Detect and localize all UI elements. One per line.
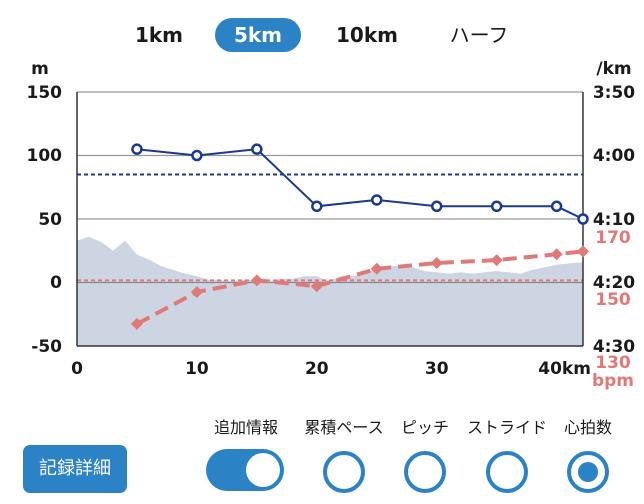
right-tick-350: 3:50: [593, 83, 635, 103]
heart-rate-point-6: [490, 254, 503, 267]
pace-point-8: [577, 213, 589, 225]
pace-point-7: [550, 200, 563, 213]
left-tick-0: 0: [50, 273, 62, 293]
right-tick-420: 4:20: [593, 273, 635, 293]
pace-point-5: [430, 200, 443, 213]
heart-rate-point-8: [577, 245, 589, 258]
option-label-stride: ストライド: [466, 418, 548, 437]
x-tick-20: 20: [305, 359, 329, 379]
pace-point-3: [311, 200, 323, 213]
left-tick-150: 150: [27, 83, 63, 103]
x-tick-40: 40km: [538, 359, 591, 379]
tab-5km[interactable]: 5km: [215, 18, 301, 52]
x-axis-ticks: 0 10 20 30 40km: [71, 359, 591, 379]
right-tick-410: 4:10: [593, 210, 635, 230]
heart-rate-point-4: [370, 262, 383, 275]
hr-unit: bpm: [592, 371, 634, 391]
heart-rate-point-5: [430, 257, 443, 269]
elevation-area: [77, 236, 583, 346]
heart-rate-point-1: [190, 286, 203, 298]
heart-rate-points: [130, 245, 589, 330]
option-label-cumulative-pace: 累積ペース: [304, 418, 384, 437]
left-tick-50: 50: [38, 210, 62, 230]
heart-rate-point-7: [550, 248, 563, 261]
pace-point-4: [371, 194, 383, 206]
heart-rate-point-3: [310, 280, 323, 293]
hr-label-130: 130: [595, 353, 631, 373]
right-tick-430: 4:30: [593, 337, 635, 357]
pace-point-0: [131, 143, 143, 155]
pace-point-2: [251, 143, 263, 155]
x-tick-10: 10: [185, 359, 209, 379]
hr-label-150: 150: [595, 290, 631, 310]
toggle-knob: [246, 453, 280, 487]
option-label-heart-rate: 心拍数: [563, 418, 613, 437]
left-tick-100: 100: [27, 146, 63, 166]
option-label-extra-info: 追加情報: [213, 418, 279, 437]
left-axis-unit: m: [31, 59, 49, 79]
display-options: 追加情報 累積ペース ピッチ ストライド 心拍数 記録詳細: [0, 408, 644, 498]
cumulative-pace-radio[interactable]: [323, 451, 365, 493]
tab-1km[interactable]: 1km: [134, 23, 184, 47]
pace-line: [136, 148, 584, 220]
pace-point-1: [191, 149, 203, 162]
heart-rate-point-2: [250, 274, 263, 287]
x-tick-30: 30: [425, 359, 449, 379]
heart-rate-line: [136, 249, 584, 326]
heart-rate-radio-selected-dot: [578, 462, 598, 482]
option-label-pitch: ピッチ: [400, 418, 450, 437]
x-tick-0: 0: [71, 359, 83, 379]
pitch-radio[interactable]: [404, 451, 446, 493]
grid-lines: [77, 91, 583, 284]
left-tick-minus50: -50: [31, 337, 62, 357]
distance-tabs: 1km 5km 10km ハーフ: [0, 18, 644, 54]
hr-label-170: 170: [595, 228, 631, 248]
right-tick-400: 4:00: [593, 146, 635, 166]
stride-radio[interactable]: [486, 451, 528, 493]
split-chart: m /km 150 100 50 0 -50 3:50 4:00 4:10 4:…: [27, 59, 636, 391]
heart-rate-radio[interactable]: [567, 451, 609, 493]
extra-info-toggle[interactable]: [206, 449, 284, 491]
right-axis-unit: /km: [596, 59, 631, 79]
heart-rate-point-0: [130, 317, 143, 330]
pace-points: [131, 143, 589, 225]
pace-point-6: [490, 200, 503, 213]
tab-half[interactable]: ハーフ: [449, 23, 509, 47]
record-details-button[interactable]: 記録詳細: [23, 445, 127, 493]
tab-10km[interactable]: 10km: [336, 23, 398, 47]
